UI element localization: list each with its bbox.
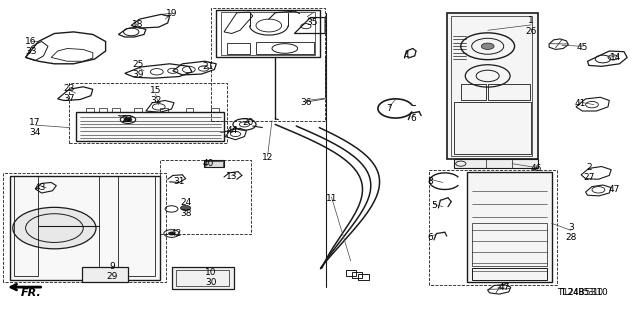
Text: 24
38: 24 38 (180, 198, 191, 218)
Text: 47: 47 (609, 185, 620, 194)
Circle shape (481, 43, 494, 49)
Text: 3
28: 3 28 (565, 223, 577, 242)
Text: 46: 46 (531, 164, 542, 173)
Circle shape (13, 207, 96, 249)
Text: 18: 18 (132, 20, 143, 29)
Polygon shape (447, 13, 538, 159)
Text: 7: 7 (387, 104, 392, 113)
Text: 1
26: 1 26 (525, 17, 537, 36)
Text: 40: 40 (202, 159, 214, 168)
Text: 21: 21 (202, 63, 214, 71)
Circle shape (180, 205, 191, 211)
Polygon shape (172, 267, 234, 289)
Text: 8: 8 (428, 177, 433, 186)
Circle shape (124, 118, 132, 122)
Text: 47: 47 (499, 283, 510, 292)
Text: 41: 41 (574, 99, 586, 108)
Text: 12: 12 (262, 153, 273, 162)
Polygon shape (10, 176, 160, 280)
Polygon shape (467, 172, 552, 282)
Polygon shape (76, 112, 224, 141)
Text: 36: 36 (300, 98, 312, 107)
Text: 6: 6 (428, 233, 433, 242)
Text: 9
29: 9 29 (106, 262, 118, 281)
Text: 6: 6 (410, 114, 415, 122)
Text: 16
33: 16 33 (25, 37, 36, 56)
Text: 23
37: 23 37 (63, 84, 75, 103)
Text: 22: 22 (121, 115, 132, 124)
Text: 35: 35 (307, 19, 318, 27)
Circle shape (168, 232, 175, 235)
Text: 44: 44 (227, 126, 238, 135)
Text: 17
34: 17 34 (29, 118, 41, 137)
Text: 11: 11 (326, 194, 337, 203)
Text: 45: 45 (577, 43, 588, 52)
Text: 19: 19 (166, 9, 177, 18)
Polygon shape (454, 159, 538, 168)
Text: 15
32: 15 32 (150, 86, 161, 105)
Polygon shape (82, 267, 128, 282)
Polygon shape (204, 160, 224, 167)
Text: 2
27: 2 27 (583, 163, 595, 182)
Text: 5: 5 (431, 201, 436, 210)
Text: FR.: FR. (20, 288, 41, 298)
Text: 20: 20 (243, 118, 254, 127)
Text: 42: 42 (170, 229, 182, 238)
Text: 25
39: 25 39 (132, 60, 143, 79)
Text: TL24B5310: TL24B5310 (557, 288, 608, 297)
Text: 14: 14 (610, 53, 621, 62)
Text: 10
30: 10 30 (205, 268, 217, 287)
Text: 13: 13 (226, 172, 237, 181)
Text: 31: 31 (173, 177, 185, 186)
Text: TL24B5310: TL24B5310 (561, 288, 604, 297)
Text: 4: 4 (404, 51, 409, 60)
Text: 43: 43 (35, 183, 46, 192)
